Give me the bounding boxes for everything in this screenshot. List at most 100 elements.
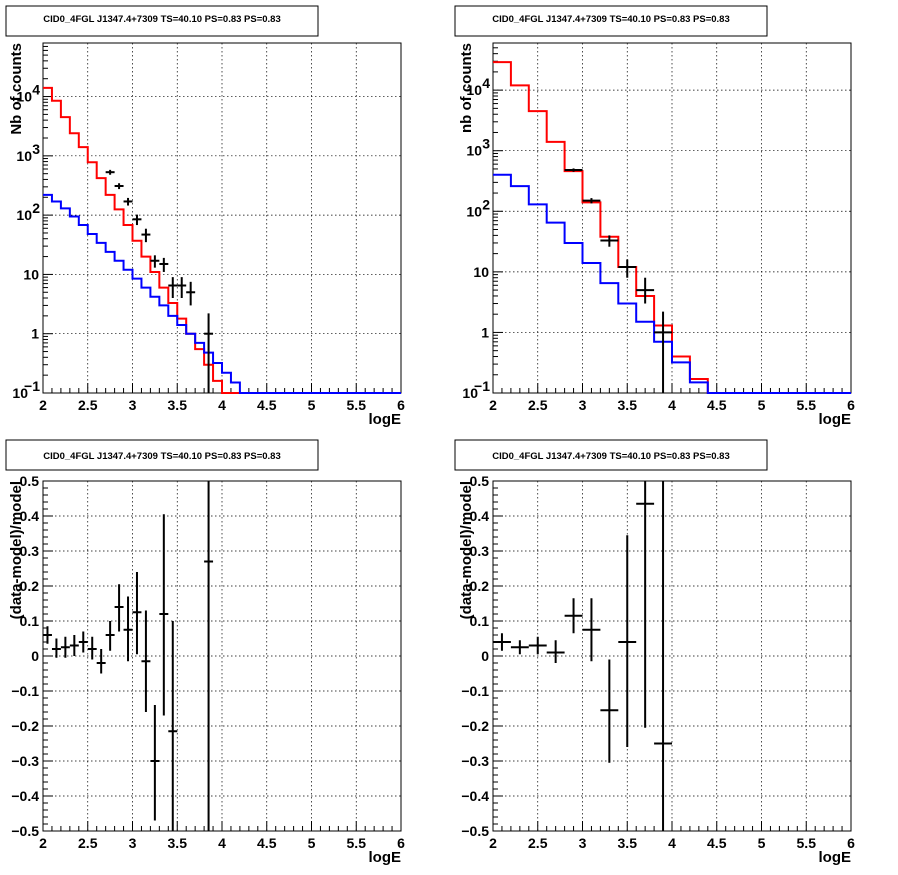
y-tick-label: 0.2 xyxy=(470,578,490,594)
data-point xyxy=(114,584,124,632)
x-tick-label: 5.5 xyxy=(347,397,367,413)
x-tick-label: 4.5 xyxy=(257,835,277,851)
x-tick-label: 4.5 xyxy=(707,397,727,413)
x-tick-label: 3 xyxy=(129,835,137,851)
y-tick-label: −0.4 xyxy=(461,788,489,804)
x-tick-label: 4.5 xyxy=(707,835,727,851)
x-tick-label: 2.5 xyxy=(78,397,98,413)
x-tick-label: 3.5 xyxy=(168,835,188,851)
axis-ticks xyxy=(492,42,852,394)
data-point xyxy=(636,277,655,304)
y-tick-label: 10 xyxy=(473,264,489,280)
data-point xyxy=(114,183,124,190)
data-point xyxy=(123,596,133,662)
data-point xyxy=(654,311,672,393)
x-tick-label: 3.5 xyxy=(618,397,638,413)
x-tick-label: 6 xyxy=(397,835,405,851)
x-tick-label: 3.5 xyxy=(618,835,638,851)
x-tick-label: 3 xyxy=(579,835,587,851)
axis-ticks xyxy=(42,480,402,832)
x-tick-label: 5 xyxy=(758,397,766,413)
y-tick-label: 10 xyxy=(466,203,482,219)
x-tick-label: 5.5 xyxy=(347,835,367,851)
y-tick-label: 10 xyxy=(466,82,482,98)
x-axis-title: logE xyxy=(369,849,402,866)
y-tick-exponent: 2 xyxy=(32,200,40,216)
x-tick-label: 5 xyxy=(308,835,316,851)
x-tick-label: 3 xyxy=(129,397,137,413)
grid-lines xyxy=(42,43,402,394)
data-point xyxy=(618,535,637,747)
y-tick-label: −0.2 xyxy=(11,718,39,734)
y-tick-label: 0 xyxy=(481,648,489,664)
data-point xyxy=(204,313,214,393)
data-point xyxy=(159,514,169,716)
chart-panel-3: 2 2.5 3 3.5 4 4.5 5 5.5 6 −0.5 −0.4 −0.3 −0.2 −0.1 0 0.… xyxy=(5,439,405,866)
data-point xyxy=(51,638,61,658)
y-tick-label: 10 xyxy=(16,148,32,164)
data-point xyxy=(618,259,637,278)
title-box xyxy=(454,439,768,471)
x-tick-label: 2 xyxy=(39,835,47,851)
x-tick-label: 3 xyxy=(579,397,587,413)
x-tick-label: 5 xyxy=(308,397,316,413)
y-tick-label: 0.3 xyxy=(20,543,40,559)
data-point xyxy=(60,636,70,658)
y-tick-label: 0.4 xyxy=(470,508,490,524)
chart-title: CID0_4FGL J1347.4+7309 TS=40.10 PS=0.83 … xyxy=(43,451,281,462)
data-point xyxy=(132,572,142,655)
y-tick-label: 10 xyxy=(12,385,28,401)
data-point xyxy=(204,481,214,831)
x-axis-title: logE xyxy=(819,411,852,428)
y-tick-label: 0.5 xyxy=(20,473,40,489)
x-tick-label: 2 xyxy=(489,835,497,851)
data-point xyxy=(177,277,187,299)
y-tick-label: 0 xyxy=(31,648,39,664)
data-points xyxy=(564,168,672,393)
y-tick-label: 0.2 xyxy=(20,578,40,594)
x-tick-label: 2.5 xyxy=(528,397,548,413)
x-tick-label: 5.5 xyxy=(797,397,817,413)
y-tick-label: −0.1 xyxy=(461,683,489,699)
y-tick-label: 10 xyxy=(16,207,32,223)
x-tick-label: 4 xyxy=(218,835,226,851)
y-tick-exponent: 4 xyxy=(32,82,40,98)
x-tick-label: 2 xyxy=(489,397,497,413)
x-tick-label: 2.5 xyxy=(528,835,548,851)
chart-title: CID0_4FGL J1347.4+7309 TS=40.10 PS=0.83 … xyxy=(43,14,281,25)
data-point xyxy=(600,659,619,763)
y-tick-label: −0.5 xyxy=(461,823,489,839)
axis-ticks xyxy=(492,480,852,832)
x-tick-label: 4 xyxy=(668,397,676,413)
chart-title: CID0_4FGL J1347.4+7309 TS=40.10 PS=0.83 … xyxy=(492,14,730,25)
x-tick-label: 3.5 xyxy=(168,397,188,413)
chart-title: CID0_4FGL J1347.4+7309 TS=40.10 PS=0.83 … xyxy=(492,451,730,462)
y-tick-exponent: 3 xyxy=(32,141,40,157)
y-tick-exponent: 3 xyxy=(482,136,490,152)
y-tick-label: 10 xyxy=(466,143,482,159)
x-tick-label: 2 xyxy=(39,397,47,413)
histogram-series-2 xyxy=(43,193,401,394)
x-tick-label: 6 xyxy=(847,397,855,413)
data-point xyxy=(150,705,160,821)
data-point xyxy=(96,649,106,674)
title-box xyxy=(454,5,768,37)
x-tick-label: 4 xyxy=(668,835,676,851)
data-point xyxy=(141,610,151,712)
data-point xyxy=(123,197,133,206)
y-tick-exponent: 2 xyxy=(482,196,490,212)
data-point xyxy=(493,633,511,651)
data-point xyxy=(546,640,565,663)
x-tick-label: 6 xyxy=(397,397,405,413)
data-point xyxy=(582,198,601,204)
grid-lines xyxy=(42,480,402,832)
y-tick-exponent: 4 xyxy=(482,75,490,91)
data-point xyxy=(150,255,160,268)
x-tick-label: 5 xyxy=(758,835,766,851)
y-tick-label: 10 xyxy=(16,89,32,105)
data-point xyxy=(600,235,619,247)
y-tick-label: 1 xyxy=(31,326,39,342)
data-point xyxy=(564,168,583,172)
